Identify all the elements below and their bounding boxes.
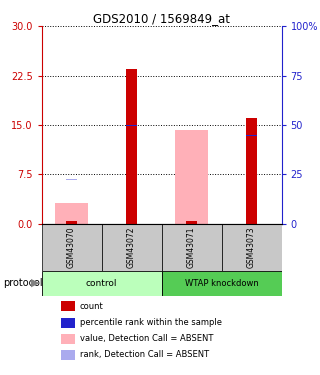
Title: GDS2010 / 1569849_at: GDS2010 / 1569849_at (93, 12, 230, 25)
Text: protocol: protocol (3, 278, 43, 288)
Bar (175, 130, 208, 224)
Bar (246, 135, 257, 136)
Text: ▶: ▶ (31, 278, 40, 288)
Bar (66, 221, 77, 224)
Bar (61, 334, 75, 344)
Text: count: count (80, 302, 104, 311)
Bar (222, 224, 282, 270)
Bar (42, 270, 162, 296)
Bar (42, 224, 102, 270)
Bar (246, 118, 257, 224)
Bar (162, 224, 222, 270)
Text: control: control (86, 279, 117, 288)
Text: GSM43072: GSM43072 (127, 226, 136, 268)
Text: GSM43070: GSM43070 (67, 226, 76, 268)
Bar (61, 350, 75, 360)
Text: percentile rank within the sample: percentile rank within the sample (80, 318, 222, 327)
Bar (61, 302, 75, 312)
Text: value, Detection Call = ABSENT: value, Detection Call = ABSENT (80, 334, 213, 343)
Bar (126, 69, 137, 224)
Bar (66, 179, 77, 180)
Bar (55, 203, 88, 224)
Bar (102, 224, 162, 270)
Text: rank, Detection Call = ABSENT: rank, Detection Call = ABSENT (80, 350, 209, 359)
Text: GSM43071: GSM43071 (187, 226, 196, 268)
Bar (126, 125, 137, 126)
Bar (186, 221, 197, 224)
Text: GSM43073: GSM43073 (247, 226, 256, 268)
Text: WTAP knockdown: WTAP knockdown (185, 279, 259, 288)
Bar (61, 318, 75, 328)
Bar (162, 270, 282, 296)
